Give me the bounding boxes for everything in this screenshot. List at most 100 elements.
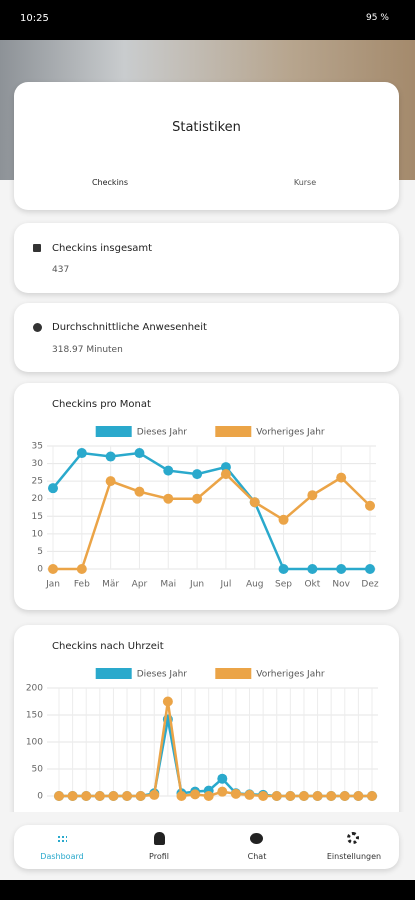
- point: [326, 791, 337, 801]
- point: [48, 564, 58, 574]
- chart: 0 50 100 150 200 Dieses Jahr Vorheriges Jahr: [26, 668, 378, 802]
- status-bar: 10:25 95 %: [0, 0, 415, 40]
- line: [53, 472, 371, 571]
- point: [365, 564, 375, 574]
- point: [365, 500, 375, 511]
- legend-swatch: [95, 668, 132, 679]
- x-tick-label: Aug: [246, 580, 264, 590]
- point: [54, 791, 64, 801]
- point: [105, 451, 116, 462]
- x-tick-label: Mär: [102, 580, 119, 590]
- chart-card: Checkins pro Monat 0 5 10 15 20 25 30 35 Jan Feb M…: [14, 383, 399, 610]
- legend-label: Vorheriges Jahr: [256, 670, 325, 680]
- y-tick-label: 25: [32, 477, 43, 487]
- x-tick-label: Jul: [219, 580, 231, 590]
- point: [81, 791, 92, 801]
- x-tick-label: Okt: [304, 580, 320, 590]
- card-value: 437: [52, 265, 70, 275]
- point: [285, 791, 296, 801]
- stat-card: Durchschnittliche Anwesenheit 318.97 Min…: [14, 303, 399, 372]
- y-tick-label: 50: [32, 765, 44, 775]
- tab[interactable]: Kurse: [293, 178, 317, 187]
- legend-swatch: [215, 668, 252, 679]
- x-tick-label: Jan: [45, 580, 60, 590]
- line: [59, 701, 372, 798]
- chart-title: Checkins nach Uhrzeit: [52, 641, 164, 652]
- point: [162, 696, 173, 707]
- point: [258, 791, 269, 801]
- point: [353, 791, 364, 801]
- point: [192, 469, 203, 480]
- point: [135, 791, 146, 801]
- battery: 95 %: [366, 13, 389, 23]
- point: [336, 472, 347, 483]
- point: [190, 789, 201, 800]
- y-tick-label: 15: [32, 512, 43, 522]
- point: [105, 476, 116, 487]
- legend-swatch: [95, 426, 132, 437]
- tab[interactable]: Checkins: [91, 178, 129, 187]
- point: [108, 791, 119, 801]
- point: [134, 486, 145, 497]
- y-tick-label: 150: [26, 711, 43, 721]
- point: [217, 786, 228, 797]
- x-tick-label: Feb: [74, 580, 90, 590]
- x-tick-label: Mai: [160, 580, 176, 590]
- point: [220, 462, 231, 473]
- point: [163, 493, 174, 504]
- y-tick-label: 0: [37, 792, 43, 802]
- nav-item[interactable]: Profil: [149, 852, 169, 861]
- time: 10:25: [20, 13, 49, 24]
- point: [230, 788, 241, 799]
- y-tick-label: 0: [37, 565, 43, 575]
- page-title: Statistiken: [172, 120, 241, 135]
- legend-swatch: [215, 426, 252, 437]
- point: [149, 789, 160, 800]
- chart: 0 5 10 15 20 25 30 35 Jan Feb Mär Apr Mai Jun Jul Aug Se…: [32, 426, 379, 590]
- icon: [57, 835, 67, 843]
- point: [67, 791, 78, 801]
- nav-item[interactable]: Einstellungen: [326, 852, 382, 861]
- y-tick-label: 10: [32, 529, 44, 539]
- point: [203, 791, 214, 801]
- point: [367, 791, 377, 801]
- legend-label: Dieses Jahr: [137, 428, 188, 438]
- y-tick-label: 100: [26, 738, 43, 748]
- nav-item[interactable]: Dashboard: [40, 852, 84, 861]
- legend-label: Dieses Jahr: [137, 670, 188, 680]
- point: [336, 564, 347, 574]
- icon: [33, 323, 42, 332]
- point: [298, 791, 309, 801]
- point: [94, 791, 105, 801]
- point: [176, 791, 187, 801]
- y-tick-label: 5: [37, 547, 43, 557]
- system-bar: [0, 880, 415, 900]
- point: [312, 791, 323, 801]
- card-title: Durchschnittliche Anwesenheit: [52, 322, 207, 333]
- y-tick-label: 30: [32, 459, 44, 469]
- chart-title: Checkins pro Monat: [52, 399, 151, 410]
- point: [307, 490, 318, 501]
- x-tick-label: Sep: [275, 580, 292, 590]
- x-tick-label: Jun: [189, 580, 204, 590]
- nav-item[interactable]: Chat: [247, 852, 267, 861]
- point: [163, 465, 174, 476]
- icon: [33, 244, 41, 252]
- y-tick-label: 20: [32, 494, 44, 504]
- card-value: 318.97 Minuten: [52, 345, 123, 355]
- point: [307, 564, 318, 574]
- y-tick-label: 200: [26, 684, 43, 694]
- x-tick-label: Apr: [132, 580, 148, 590]
- header-card: Statistiken Checkins Kurse: [14, 82, 399, 210]
- point: [249, 497, 260, 508]
- bottom-nav: [14, 825, 399, 869]
- icon: [347, 832, 359, 844]
- point: [48, 483, 58, 494]
- x-tick-label: Dez: [361, 580, 378, 590]
- point: [278, 514, 289, 525]
- icon: [154, 832, 165, 845]
- point: [192, 493, 203, 504]
- point: [134, 448, 145, 459]
- point: [217, 773, 228, 784]
